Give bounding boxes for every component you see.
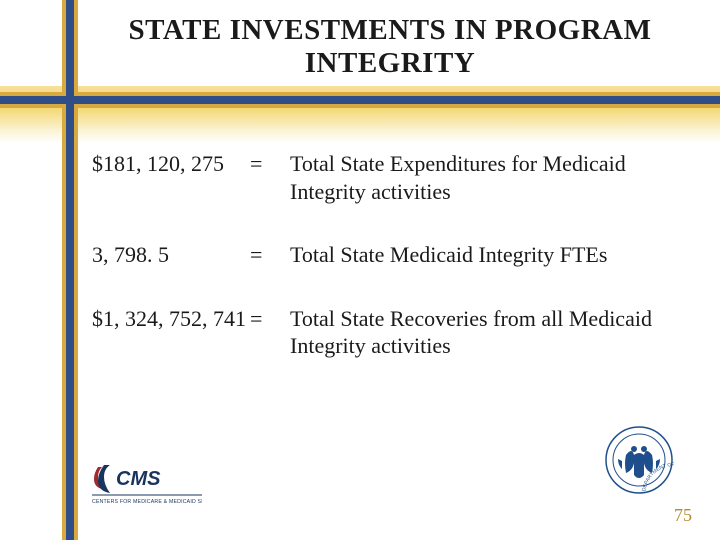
page-number: 75 [674,505,692,526]
slide: STATE INVESTMENTS IN PROGRAM INTEGRITY $… [0,0,720,540]
cms-logo: CMS CENTERS FOR MEDICARE & MEDICAID SERV… [92,463,202,510]
row-description: Total State Recoveries from all Medicaid… [290,305,686,360]
svg-text:CMS: CMS [116,468,161,490]
row-equals: = [250,241,290,269]
row-description: Total State Medicaid Integrity FTEs [290,241,686,269]
slide-title: STATE INVESTMENTS IN PROGRAM INTEGRITY [100,14,680,81]
row-equals: = [250,150,290,178]
table-row: 3, 798. 5 = Total State Medicaid Integri… [92,241,686,269]
hhs-logo: DEPARTMENT OF HEALTH & HUMAN SERVICES · … [604,425,674,500]
row-value: $1, 324, 752, 741 [92,305,250,333]
cross-vertical-navy [66,0,74,540]
table-row: $181, 120, 275 = Total State Expenditure… [92,150,686,205]
cms-logo-label: CENTERS FOR MEDICARE & MEDICAID SERVICES [92,499,202,505]
table-row: $1, 324, 752, 741 = Total State Recoveri… [92,305,686,360]
content-table: $181, 120, 275 = Total State Expenditure… [92,150,686,396]
cross-horizontal-navy [0,96,720,104]
row-equals: = [250,305,290,333]
row-value: $181, 120, 275 [92,150,250,178]
row-value: 3, 798. 5 [92,241,250,269]
row-description: Total State Expenditures for Medicaid In… [290,150,686,205]
